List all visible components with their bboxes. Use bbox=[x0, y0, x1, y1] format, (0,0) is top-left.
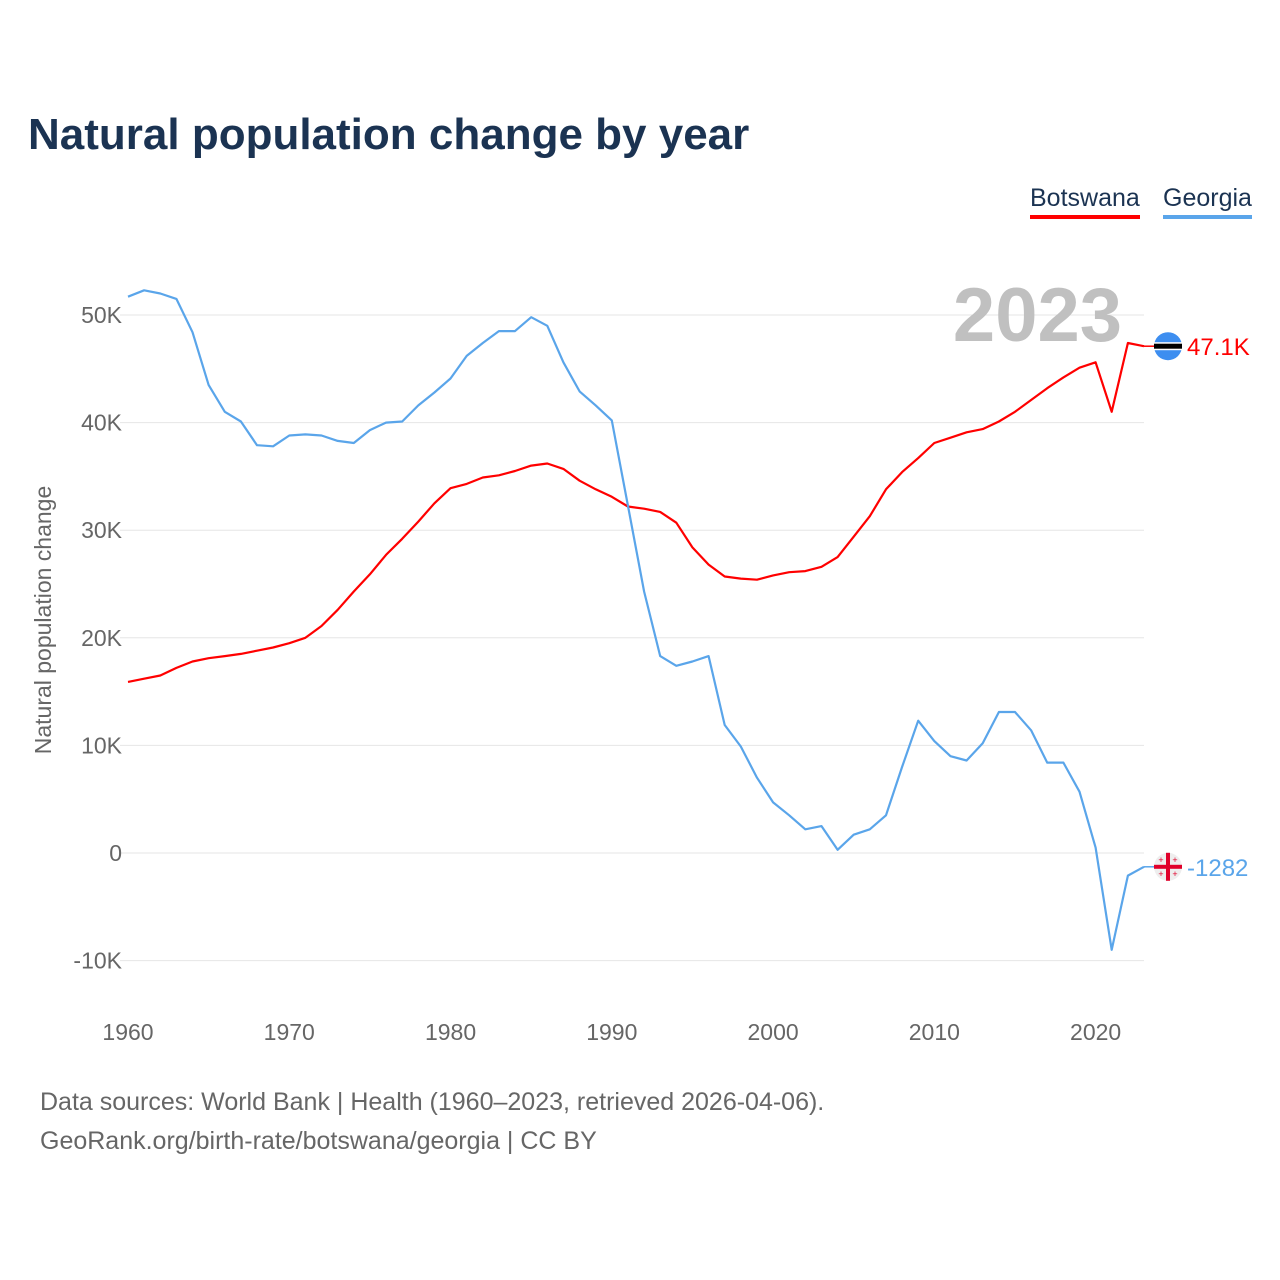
y-tick-label: 0 bbox=[109, 840, 122, 866]
source-line-2: GeoRank.org/birth-rate/botswana/georgia … bbox=[40, 1127, 597, 1155]
x-tick-label: 2020 bbox=[1070, 1019, 1121, 1045]
flag-small-cross: + bbox=[1172, 855, 1177, 865]
x-tick-label: 2000 bbox=[747, 1019, 798, 1045]
y-tick-label: 30K bbox=[81, 517, 123, 543]
legend-botswana[interactable]: Botswana bbox=[1030, 184, 1140, 219]
source-line-1: Data sources: World Bank | Health (1960–… bbox=[40, 1088, 825, 1116]
x-tick-label: 1970 bbox=[264, 1019, 315, 1045]
chart-title: Natural population change by year bbox=[28, 110, 750, 159]
y-tick-label: -10K bbox=[73, 948, 122, 974]
end-value-label: 47.1K bbox=[1187, 334, 1250, 361]
x-tick-label: 1980 bbox=[425, 1019, 476, 1045]
end-value-label: -1282 bbox=[1187, 855, 1248, 882]
x-tick-label: 1960 bbox=[102, 1019, 153, 1045]
flag-cross-v bbox=[1166, 852, 1170, 881]
series-line-georgia bbox=[127, 289, 1145, 951]
y-tick-label: 10K bbox=[81, 732, 123, 758]
x-tick-label: 1990 bbox=[586, 1019, 637, 1045]
flag-small-cross: + bbox=[1158, 869, 1163, 879]
y-tick-label: 40K bbox=[81, 410, 123, 436]
flag-small-cross: + bbox=[1158, 855, 1163, 865]
flag-small-cross: + bbox=[1172, 869, 1177, 879]
y-tick-label: 50K bbox=[81, 302, 123, 328]
y-axis-label: Natural population change bbox=[30, 486, 56, 755]
x-tick-label: 2010 bbox=[909, 1019, 960, 1045]
legend-georgia[interactable]: Georgia bbox=[1163, 184, 1252, 219]
botswana-flag-icon bbox=[1154, 332, 1182, 361]
series-line-botswana bbox=[127, 341, 1145, 683]
flag-stripe-black bbox=[1154, 343, 1182, 349]
georgia-flag-icon: + + + + bbox=[1154, 852, 1182, 881]
year-watermark: 2023 bbox=[953, 273, 1122, 358]
y-tick-label: 20K bbox=[81, 625, 123, 651]
